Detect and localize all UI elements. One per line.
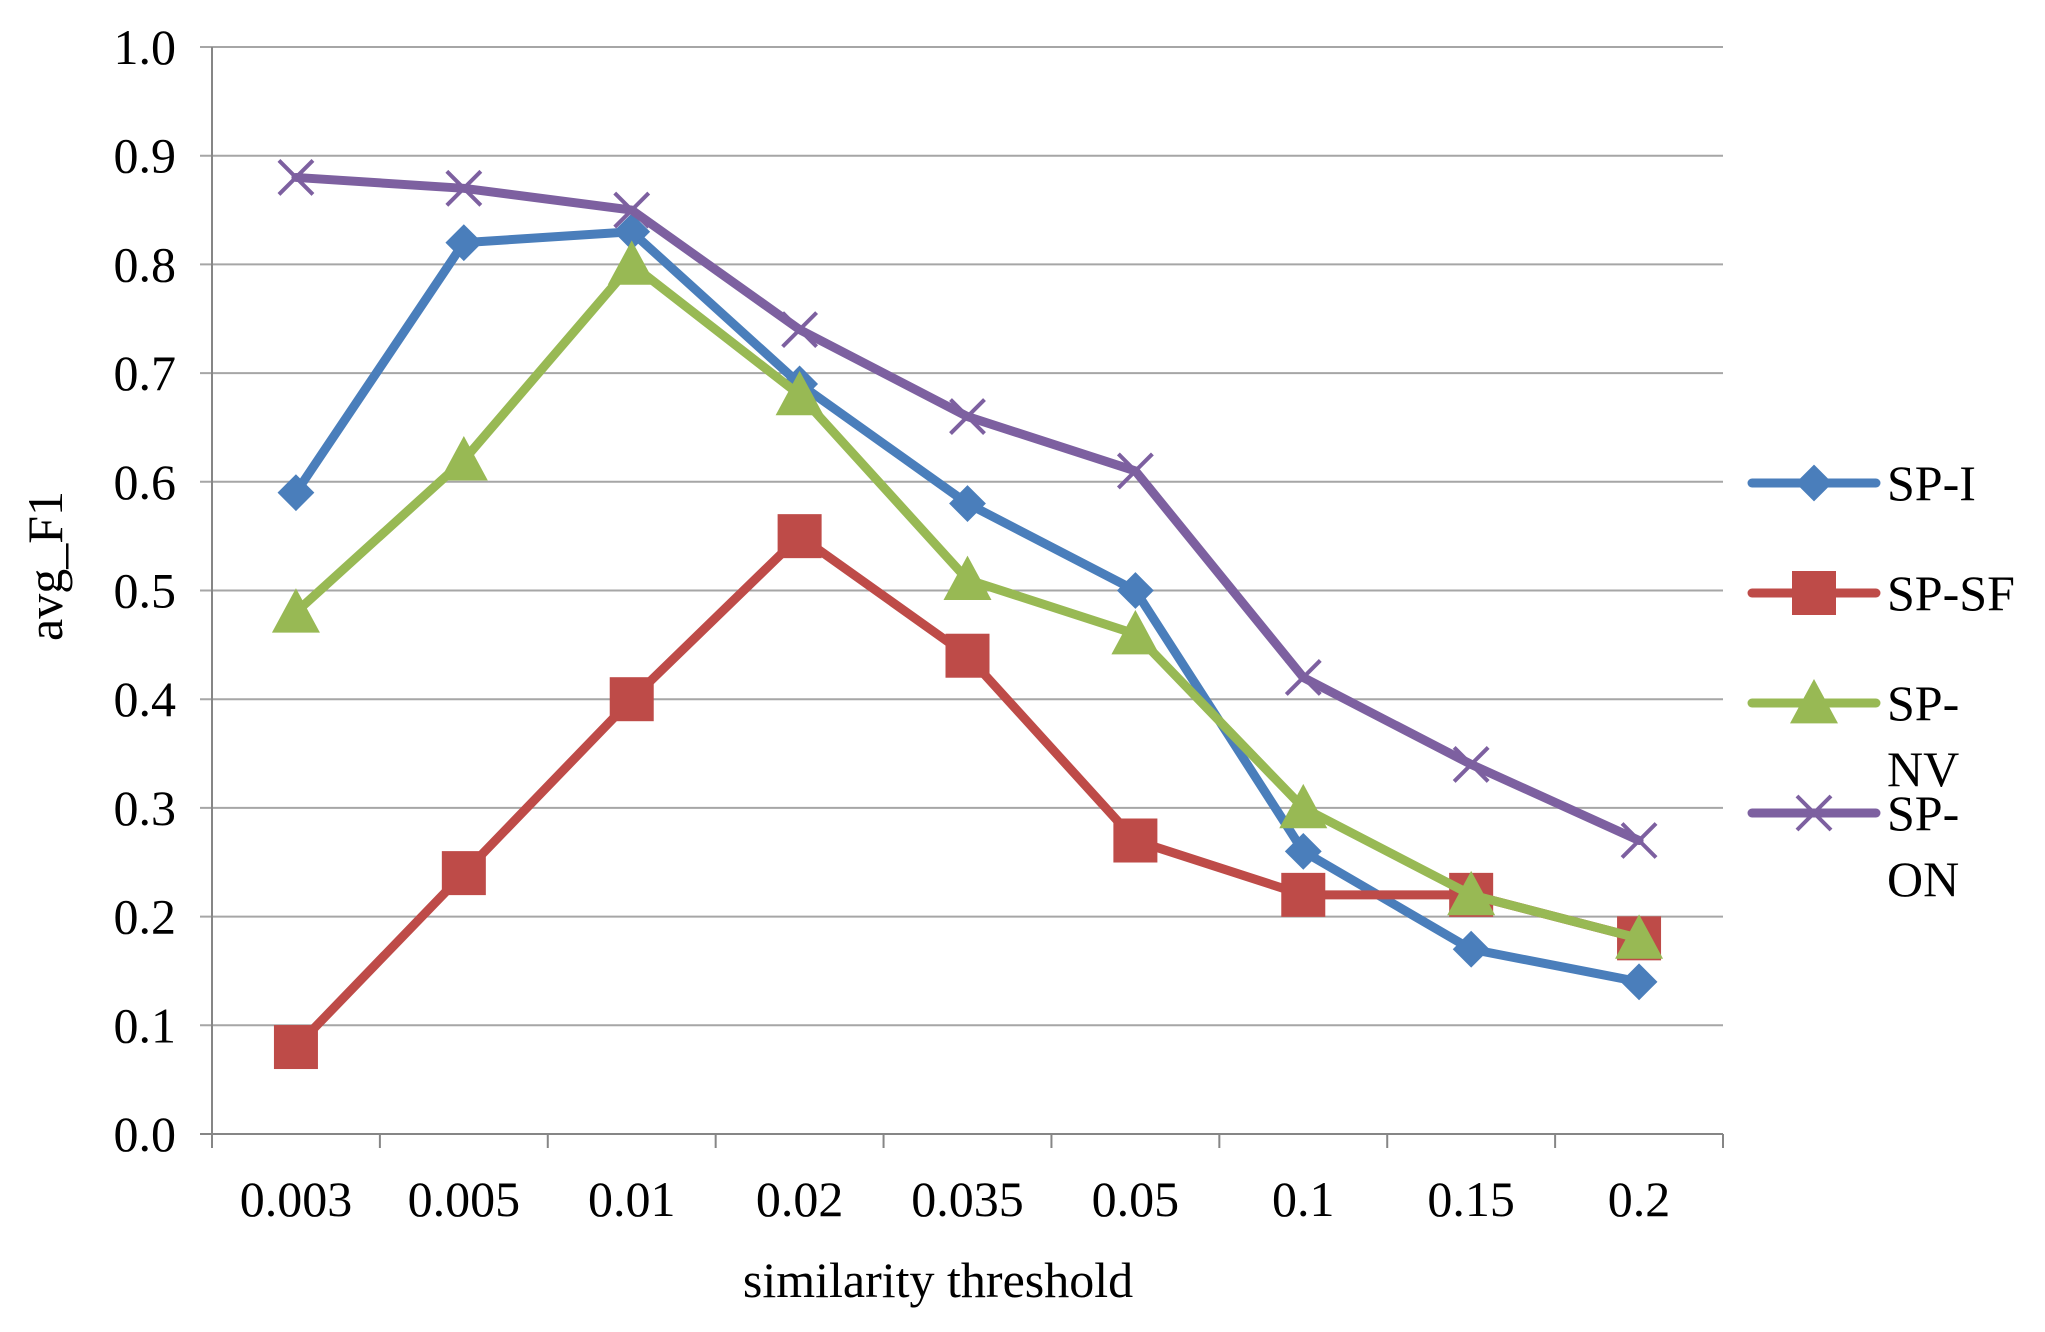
x-axis: 0.003 0.005 0.01 0.02 0.035 0.05 0.1 0.15 0.2: [211, 1134, 1724, 1227]
data-point-sp-sf: [1281, 872, 1326, 917]
data-point-sp-i: [1452, 930, 1490, 968]
data-point-sp-i: [949, 485, 986, 522]
series-sp-nv: [271, 240, 1664, 959]
x-tick-label: 0.01: [588, 1171, 676, 1227]
data-point-sp-i: [277, 474, 315, 512]
data-point-sp-on: [445, 169, 483, 207]
legend-label-sp-on: ON: [1887, 851, 1959, 907]
x-tick-label: 0.005: [408, 1171, 521, 1227]
y-tick-label: 0.2: [114, 889, 177, 945]
data-point-sp-on: [1116, 452, 1154, 490]
y-tick-label: 0.1: [114, 997, 177, 1053]
series-sp-on: [277, 159, 1658, 859]
y-axis: 0.0 0.1 0.2 0.3 0.4 0.5 0.6 0.7 0.8 0.9 1.0: [114, 19, 213, 1162]
legend-marker-sp-sf: [1792, 571, 1836, 615]
data-point-sp-sf: [777, 514, 822, 559]
y-axis-title: avg_F1: [17, 491, 73, 641]
legend-marker-sp-nv: [1790, 679, 1838, 724]
legend-item-sp-on: SP- ON: [1747, 785, 1959, 907]
data-point-sp-nv: [943, 555, 992, 601]
data-point-sp-nv: [439, 436, 488, 481]
x-tick-label: 0.2: [1608, 1171, 1671, 1227]
legend-marker-sp-i: [1795, 464, 1833, 502]
data-point-sp-on: [1284, 659, 1322, 696]
data-point-sp-sf: [609, 677, 654, 722]
data-point-sp-nv: [1111, 609, 1160, 655]
x-tick-label: 0.003: [240, 1171, 353, 1227]
legend-item-sp-i: SP-I: [1747, 455, 1976, 511]
data-point-sp-on: [949, 398, 986, 435]
data-point-sp-nv: [607, 240, 656, 285]
x-tick-label: 0.05: [1092, 1171, 1180, 1227]
y-tick-label: 0.5: [114, 563, 177, 619]
data-point-sp-sf: [945, 633, 990, 678]
y-tick-label: 0.0: [114, 1106, 177, 1162]
legend-label-sp-nv: NV: [1887, 741, 1959, 797]
y-tick-label: 0.7: [114, 345, 177, 401]
data-point-sp-on: [1452, 746, 1490, 783]
data-point-sp-sf: [441, 851, 486, 896]
legend-label-sp-nv: SP-: [1887, 675, 1959, 731]
data-point-sp-i: [445, 224, 483, 262]
y-tick-label: 0.8: [114, 236, 177, 292]
data-point-sp-sf: [1113, 818, 1158, 863]
data-point-sp-on: [781, 311, 819, 349]
series-layer: [271, 159, 1664, 1070]
data-point-sp-nv: [775, 370, 824, 416]
x-tick-label: 0.15: [1427, 1171, 1515, 1227]
x-axis-title: similarity threshold: [743, 1252, 1133, 1308]
y-tick-label: 0.3: [114, 780, 177, 836]
series-sp-i: [277, 213, 1658, 1001]
legend-label-sp-i: SP-I: [1887, 455, 1976, 511]
data-point-sp-nv: [1447, 870, 1496, 916]
data-point-sp-on: [277, 159, 315, 196]
data-point-sp-nv: [271, 588, 320, 633]
x-tick-label: 0.035: [911, 1171, 1024, 1227]
data-point-sp-on: [1620, 822, 1658, 859]
data-point-sp-i: [1284, 832, 1322, 870]
legend-marker-sp-on: [1795, 794, 1833, 832]
y-tick-label: 1.0: [114, 19, 177, 75]
x-tick-label: 0.02: [756, 1171, 844, 1227]
legend-item-sp-sf: SP-SF: [1747, 565, 2015, 621]
data-point-sp-i: [1620, 963, 1658, 1001]
data-point-sp-nv: [1279, 783, 1328, 829]
data-point-sp-on: [613, 191, 651, 229]
legend-label-sp-sf: SP-SF: [1887, 565, 2015, 621]
x-tick-label: 0.1: [1272, 1171, 1335, 1227]
data-point-sp-nv: [1615, 914, 1664, 959]
legend-label-sp-on: SP-: [1887, 785, 1959, 841]
y-tick-label: 0.6: [114, 454, 177, 510]
legend-item-sp-nv: SP- NV: [1747, 675, 1959, 797]
data-point-sp-sf: [273, 1025, 318, 1070]
data-point-sp-i: [1116, 572, 1154, 609]
y-tick-label: 0.4: [114, 671, 177, 727]
y-tick-label: 0.9: [114, 128, 177, 184]
